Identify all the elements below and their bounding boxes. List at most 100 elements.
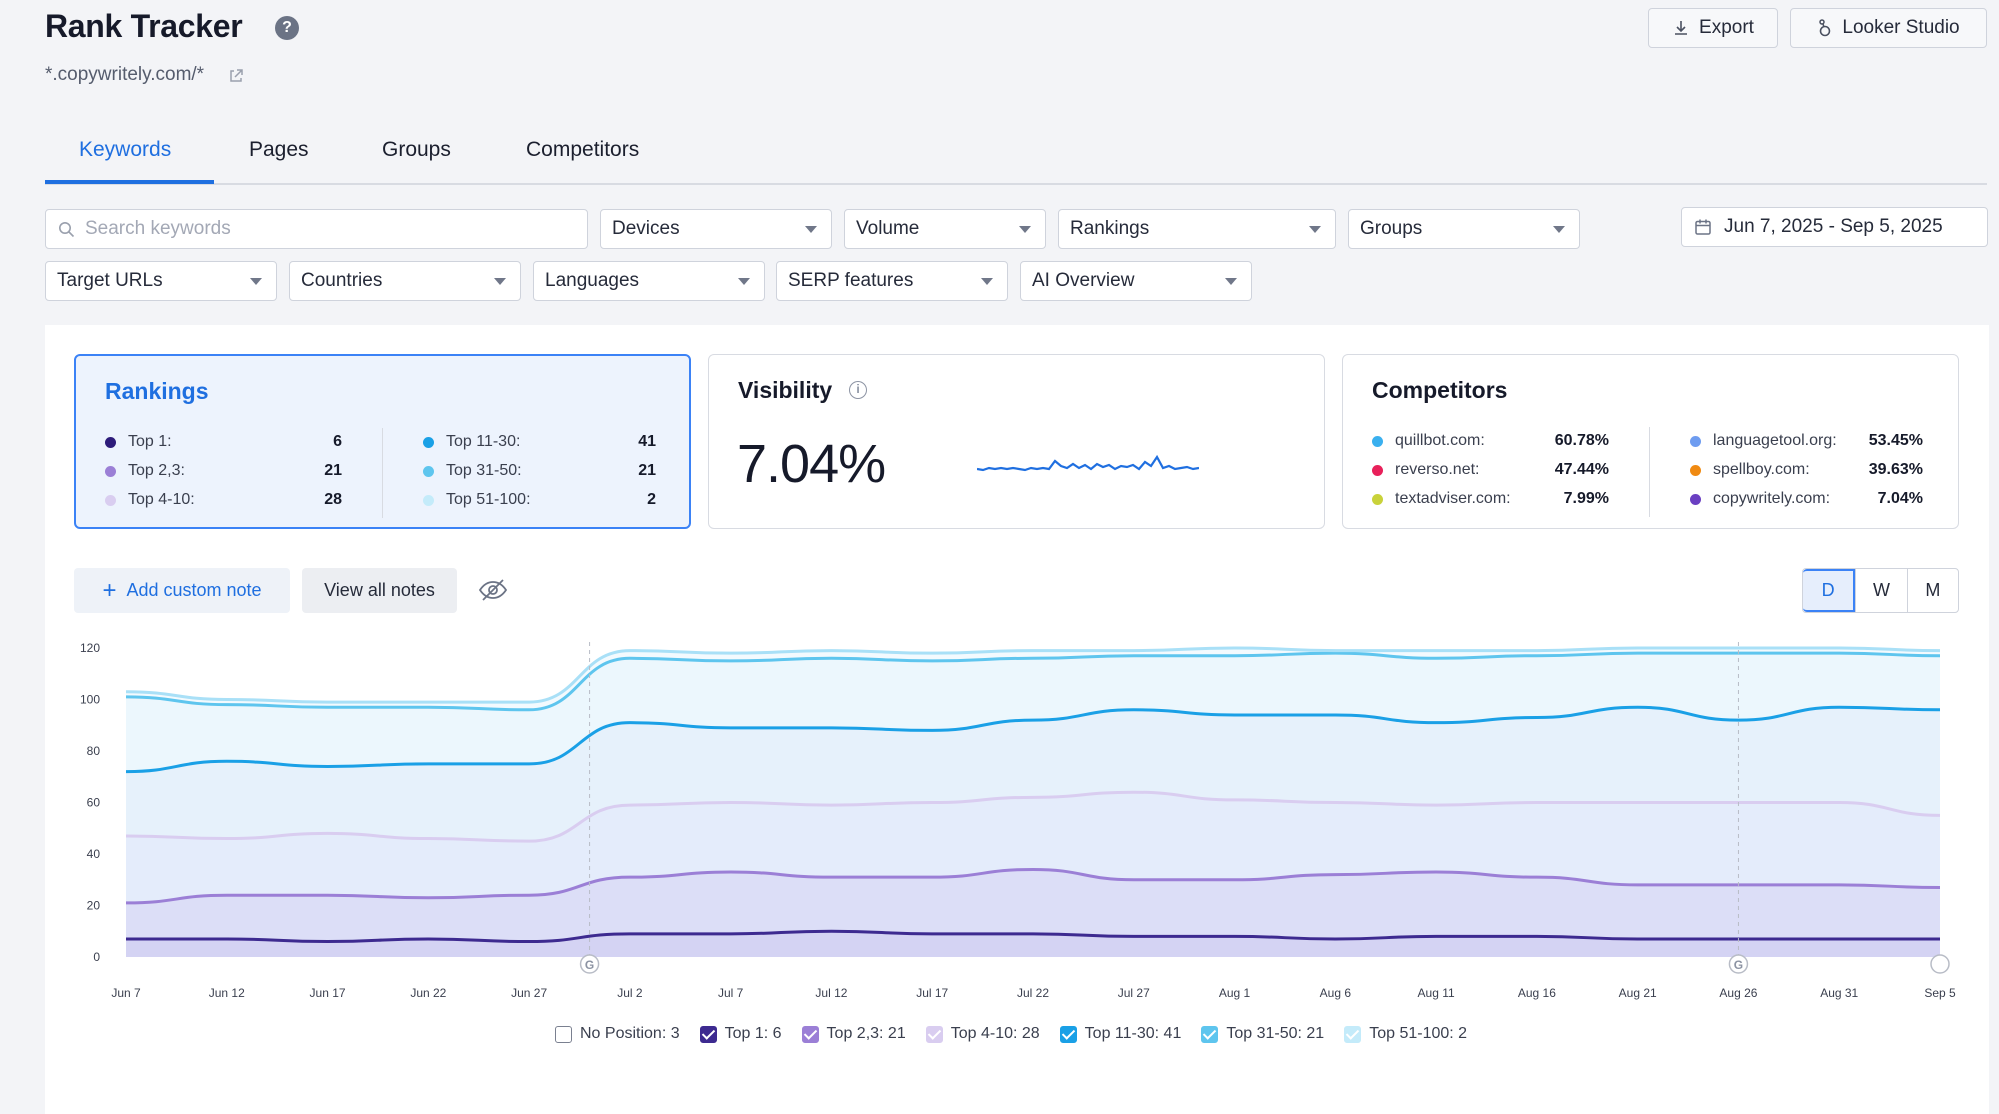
legend-item[interactable]: Top 4-10: 28 bbox=[925, 1025, 1040, 1043]
serp-features-label: SERP features bbox=[788, 270, 914, 291]
competitor-label: languagetool.org: bbox=[1713, 432, 1837, 449]
chevron-down-icon bbox=[1309, 226, 1321, 233]
date-range-label: Jun 7, 2025 - Sep 5, 2025 bbox=[1724, 216, 1943, 237]
competitor-label: copywritely.com: bbox=[1713, 490, 1831, 507]
legend-label: No Position: 3 bbox=[580, 1025, 680, 1042]
calendar-icon bbox=[1695, 219, 1711, 235]
competitor-row-languagetool: languagetool.org: 53.45% bbox=[1690, 431, 1923, 451]
rankings-dropdown[interactable]: Rankings bbox=[1058, 209, 1336, 249]
legend-checkbox[interactable] bbox=[801, 1025, 819, 1043]
ranking-label: Top 4-10: bbox=[128, 491, 195, 508]
ranking-value: 6 bbox=[333, 433, 342, 450]
looker-icon bbox=[1819, 19, 1831, 37]
legend-dot bbox=[423, 494, 434, 506]
legend-checkbox[interactable] bbox=[699, 1025, 717, 1043]
chevron-down-icon bbox=[1225, 278, 1237, 285]
export-label: Export bbox=[1699, 17, 1754, 38]
legend-checkbox[interactable] bbox=[1201, 1025, 1219, 1043]
serp-features-dropdown[interactable]: SERP features bbox=[776, 261, 1008, 301]
legend-checkbox[interactable] bbox=[925, 1025, 943, 1043]
eye-off-icon[interactable] bbox=[478, 578, 508, 602]
devices-dropdown[interactable]: Devices bbox=[600, 209, 832, 249]
visibility-value: 7.04% bbox=[737, 434, 886, 494]
tab-competitors[interactable]: Competitors bbox=[526, 138, 640, 161]
legend-label: Top 2,3: 21 bbox=[826, 1025, 906, 1042]
groups-dropdown[interactable]: Groups bbox=[1348, 209, 1580, 249]
date-range-picker[interactable]: Jun 7, 2025 - Sep 5, 2025 bbox=[1681, 207, 1988, 247]
countries-dropdown[interactable]: Countries bbox=[289, 261, 521, 301]
legend-dot bbox=[1690, 464, 1701, 476]
target-urls-dropdown[interactable]: Target URLs bbox=[45, 261, 277, 301]
google-update-icon: G bbox=[585, 958, 594, 972]
tab-groups[interactable]: Groups bbox=[382, 138, 451, 161]
legend-item[interactable]: Top 1: 6 bbox=[699, 1025, 782, 1043]
legend-dot bbox=[423, 465, 434, 477]
languages-dropdown[interactable]: Languages bbox=[533, 261, 765, 301]
legend-dot bbox=[1372, 493, 1383, 505]
competitor-label: spellboy.com: bbox=[1713, 461, 1810, 478]
external-link-icon[interactable] bbox=[228, 68, 244, 84]
rankings-card[interactable]: Rankings Top 1: 6 Top 2,3: 21 Top 4-10: … bbox=[74, 354, 691, 529]
x-tick-label: Jun 7 bbox=[111, 986, 141, 1000]
legend-item[interactable]: Top 2,3: 21 bbox=[801, 1025, 906, 1043]
plus-icon: + bbox=[102, 576, 117, 604]
y-tick-label: 60 bbox=[87, 796, 101, 810]
view-all-notes-button[interactable]: View all notes bbox=[302, 568, 457, 613]
note-marker bbox=[579, 954, 600, 974]
competitor-value: 7.99% bbox=[1563, 490, 1609, 507]
ranking-label: Top 2,3: bbox=[128, 462, 185, 479]
legend-label: Top 1: 6 bbox=[724, 1025, 782, 1042]
x-tick-label: Jul 7 bbox=[718, 986, 744, 1000]
legend-dot bbox=[1690, 435, 1701, 447]
looker-studio-button[interactable]: Looker Studio bbox=[1790, 8, 1987, 48]
ranking-row-top11-30: Top 11-30: 41 bbox=[423, 432, 656, 452]
ai-overview-dropdown[interactable]: AI Overview bbox=[1020, 261, 1252, 301]
volume-dropdown[interactable]: Volume bbox=[844, 209, 1046, 249]
rankings-label: Rankings bbox=[1070, 218, 1150, 239]
tab-keywords[interactable]: Keywords bbox=[79, 138, 172, 161]
legend-dot bbox=[1690, 493, 1701, 505]
competitor-label: reverso.net: bbox=[1395, 461, 1480, 478]
visibility-card[interactable]: Visibility i 7.04% bbox=[708, 354, 1325, 529]
search-input[interactable] bbox=[85, 218, 565, 240]
legend-item[interactable]: Top 51-100: 2 bbox=[1344, 1025, 1467, 1043]
volume-label: Volume bbox=[856, 218, 920, 239]
info-icon[interactable]: i bbox=[849, 381, 867, 399]
legend-item[interactable]: Top 11-30: 41 bbox=[1059, 1025, 1181, 1043]
x-tick-label: Jun 12 bbox=[209, 986, 245, 1000]
devices-label: Devices bbox=[612, 218, 680, 239]
legend-checkbox[interactable] bbox=[1059, 1025, 1077, 1043]
legend-checkbox[interactable] bbox=[555, 1025, 572, 1043]
ranking-row-top1: Top 1: 6 bbox=[105, 432, 342, 452]
competitors-card[interactable]: Competitors quillbot.com: 60.78% reverso… bbox=[1342, 354, 1959, 529]
add-custom-note-button[interactable]: + Add custom note bbox=[74, 568, 290, 613]
export-button[interactable]: Export bbox=[1648, 8, 1778, 48]
looker-label: Looker Studio bbox=[1842, 17, 1960, 38]
add-note-label: Add custom note bbox=[126, 580, 262, 600]
rankings-chart[interactable]: 0 20 40 60 80 100 120 G G Jun 7 Jun 12 Jun 17 Jun 22… bbox=[74, 632, 1964, 1012]
search-field[interactable] bbox=[45, 209, 588, 249]
help-icon[interactable]: ? bbox=[275, 16, 299, 40]
competitor-value: 47.44% bbox=[1554, 461, 1609, 478]
period-toggle: D W M bbox=[1802, 568, 1959, 613]
series-line bbox=[126, 929, 1940, 944]
competitor-value: 53.45% bbox=[1868, 432, 1923, 449]
y-tick-label: 100 bbox=[80, 693, 100, 707]
legend-checkbox[interactable] bbox=[1344, 1025, 1362, 1043]
period-day-button[interactable]: D bbox=[1803, 569, 1856, 612]
x-tick-label: Aug 11 bbox=[1418, 986, 1455, 1000]
period-week-button[interactable]: W bbox=[1855, 569, 1906, 612]
period-month-button[interactable]: M bbox=[1906, 569, 1958, 612]
series-line bbox=[125, 705, 1941, 774]
legend-item[interactable]: No Position: 3 bbox=[555, 1025, 680, 1043]
ranking-value: 21 bbox=[638, 462, 656, 479]
tab-pages[interactable]: Pages bbox=[249, 138, 309, 161]
legend-dot bbox=[1372, 435, 1383, 447]
legend-item[interactable]: Top 31-50: 21 bbox=[1201, 1025, 1324, 1043]
chevron-down-icon bbox=[494, 278, 506, 285]
x-tick-label: Jul 17 bbox=[916, 986, 948, 1000]
ranking-label: Top 11-30: bbox=[446, 433, 521, 450]
y-tick-label: 120 bbox=[80, 641, 100, 655]
ranking-label: Top 1: bbox=[128, 433, 172, 450]
legend-dot bbox=[105, 494, 116, 506]
